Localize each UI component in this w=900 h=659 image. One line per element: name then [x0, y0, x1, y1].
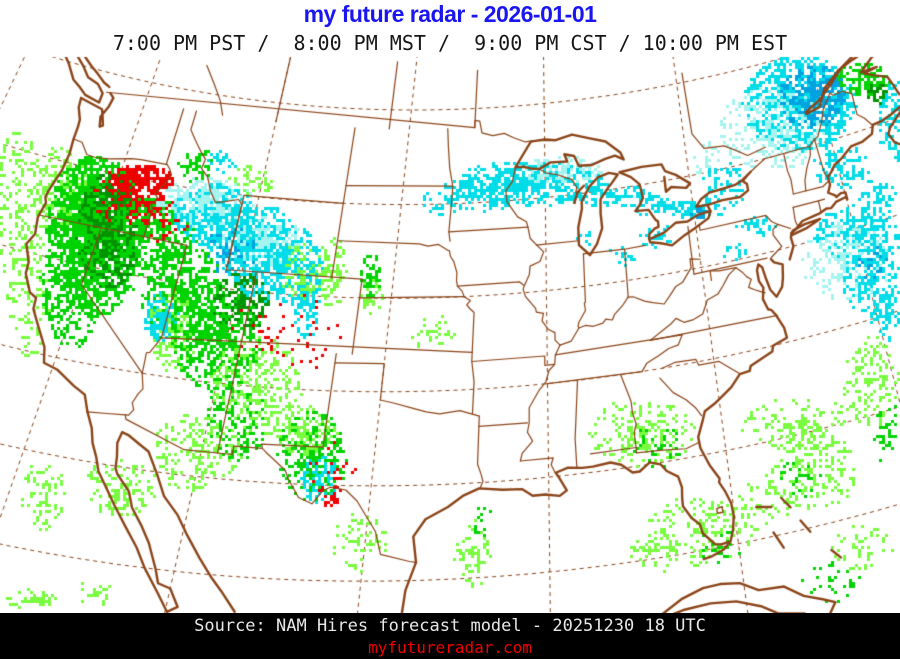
footer-bar: Source: NAM Hires forecast model - 20251…: [0, 613, 900, 659]
source-label: Source: NAM Hires forecast model - 20251…: [194, 616, 706, 636]
page-title: my future radar - 2026-01-01: [303, 1, 597, 27]
timezone-subtitle: 7:00 PM PST / 8:00 PM MST / 9:00 PM CST …: [112, 31, 788, 55]
website-link[interactable]: myfutureradar.com: [368, 638, 532, 657]
